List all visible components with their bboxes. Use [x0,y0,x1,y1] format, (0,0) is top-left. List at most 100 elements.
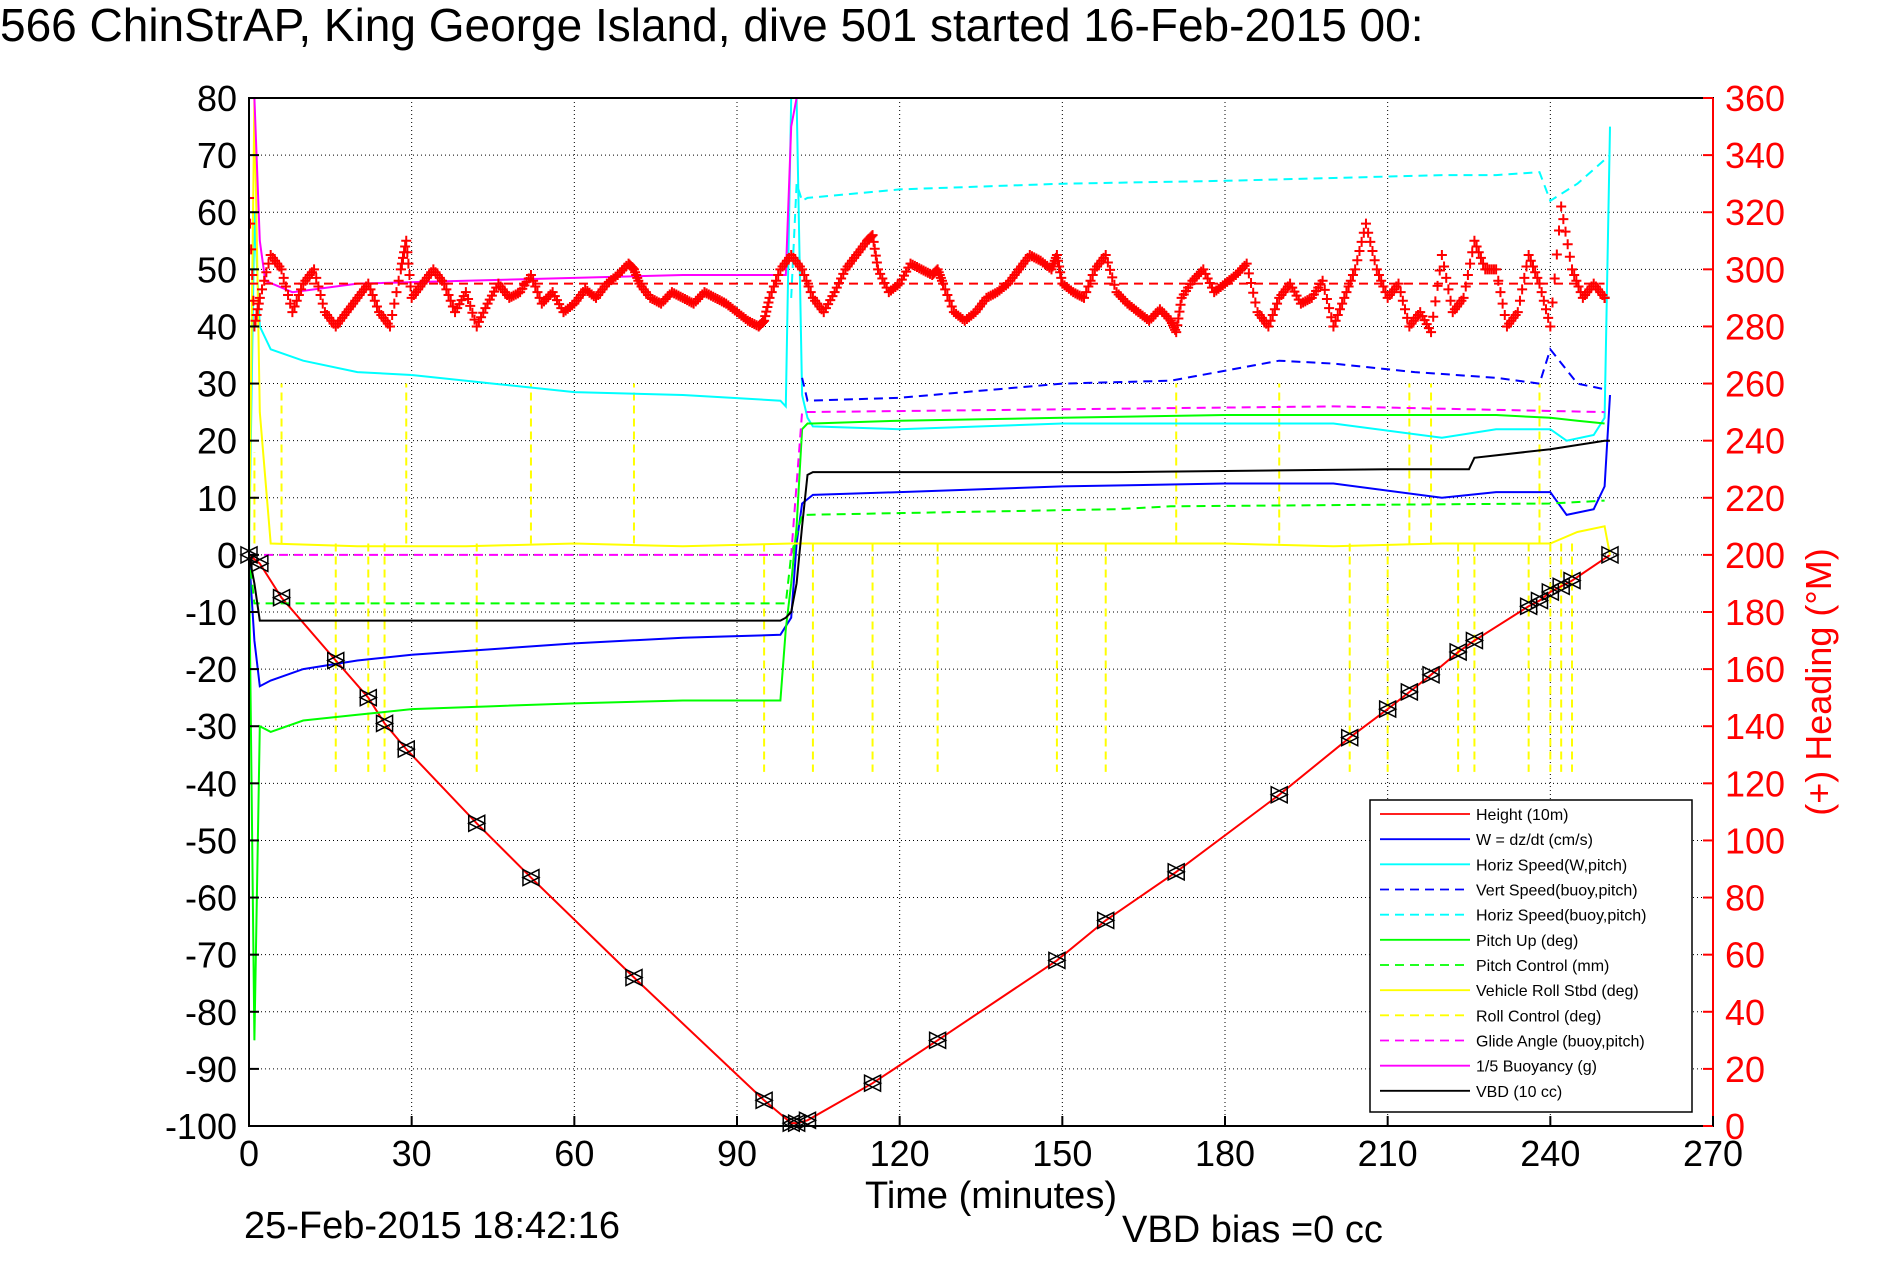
series-vbd [249,439,1610,622]
heading-point [588,291,599,302]
heading-point [1246,278,1257,289]
heading-point [1204,278,1215,289]
heading-point [1074,290,1085,301]
heading-point [1319,284,1330,295]
heading-point [313,281,324,292]
heading-point [510,289,521,300]
heading-point [1560,226,1571,237]
heading-point [1173,313,1184,324]
heading-point [441,284,452,295]
heading-point [1295,298,1306,309]
heading-point [805,287,816,298]
left-tick-label: -20 [185,649,237,690]
heading-point [1558,214,1569,225]
clipped-series [249,98,1611,1125]
heading-point [1165,315,1176,326]
left-tick-label: 10 [197,478,237,519]
heading-point [892,280,903,291]
heading-point [538,296,549,307]
heading-point [773,270,784,281]
height-marker [1600,545,1619,565]
heading-point [371,301,382,312]
heading-point [1369,255,1380,266]
heading-point [1200,268,1211,279]
heading-point [393,275,404,286]
heading-point [1161,311,1172,322]
heading-point [249,192,254,203]
heading-point [476,312,487,323]
heading-point [647,294,658,305]
heading-point [1053,255,1063,266]
heading-point [1330,315,1341,326]
heading-point [942,290,953,301]
heading-point [1599,292,1610,303]
heading-point [1265,315,1276,326]
heading-point [1363,227,1374,238]
heading-point [545,289,556,300]
heading-point [690,296,701,307]
left-tick-label: -40 [185,763,237,804]
right-tick-label: 100 [1725,820,1785,861]
heading-point [907,259,918,270]
left-tick-label: 30 [197,364,237,405]
right-tick-label: 80 [1725,878,1765,919]
height-marker [754,1091,773,1110]
x-tick-label: 180 [1195,1133,1255,1174]
height-marker [1421,665,1440,685]
heading-point [662,291,673,302]
heading-point [1430,296,1441,307]
heading-point [1473,247,1484,258]
heading-point [530,281,541,292]
x-tick-label: 120 [870,1133,930,1174]
left-tick-label: 50 [197,249,237,290]
heading-point [870,250,881,261]
heading-point [1085,275,1096,286]
left-tick-label: 70 [197,135,237,176]
heading-point [463,294,474,305]
left-tick-label: 80 [197,78,237,119]
heading-point [1354,246,1365,257]
heading-point [872,264,883,275]
heading-point [480,303,491,314]
heading-point [688,298,699,309]
heading-point [1378,281,1389,292]
heading-point [1328,321,1339,332]
height-marker [1448,642,1467,662]
heading-point [875,268,886,279]
legend-label: Horiz Speed(buoy,pitch) [1476,908,1646,925]
height-marker [797,1111,817,1130]
heading-point [512,288,523,299]
height-marker [1399,682,1419,702]
left-y-axis: -100-90-80-70-60-50-40-30-20-10010203040… [165,78,259,1147]
right-tick-label: 260 [1725,364,1785,405]
heading-point [614,267,625,278]
heading-point [1196,266,1207,277]
heading-point [287,307,298,318]
heading-point [1334,304,1345,315]
right-tick-label: 40 [1725,992,1765,1033]
heading-point [1432,280,1443,291]
heading-point [1367,246,1378,257]
heading-point [1298,297,1309,308]
heading-point [387,310,398,321]
heading-point [249,218,256,229]
heading-point [1198,264,1209,275]
heading-point [829,287,840,298]
heading-point [469,314,480,325]
right-y-axis: 0 20 40 60 80 100 120 140 160 180 200 220 240 260 280 3… [1703,78,1785,1147]
heading-point [1317,275,1328,286]
heading-point [675,291,686,302]
heading-point [1443,284,1454,295]
heading-point [541,294,552,305]
heading-point [1267,310,1278,321]
heading-point [1556,201,1567,212]
heading-point [1475,252,1486,263]
heading-point [946,301,957,312]
series-vert_buoy [801,347,1605,402]
heading-point [803,281,814,292]
height-marker [1269,785,1288,804]
heading-point [250,315,261,326]
heading-point [311,272,322,283]
heading-point [1534,278,1545,289]
heading-point [871,257,882,268]
